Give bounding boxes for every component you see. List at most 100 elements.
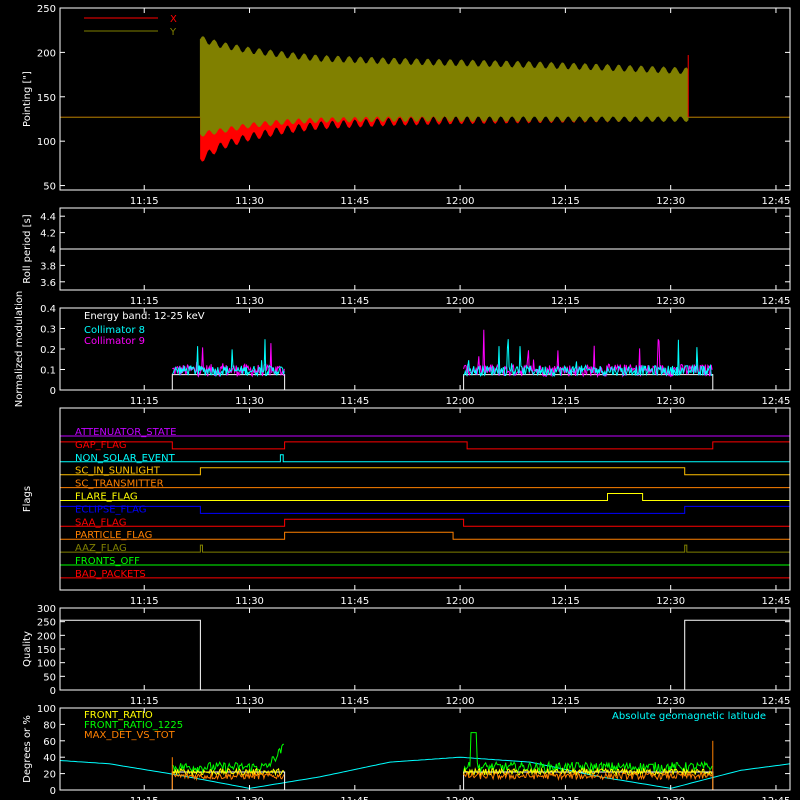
x-tick-label: 11:15: [130, 296, 159, 307]
y-tick-label: 0.1: [40, 366, 56, 377]
x-tick-label: 12:30: [656, 596, 685, 607]
modulation-window: [171, 374, 286, 390]
x-tick-label: 12:00: [446, 696, 475, 707]
flag-label: SC_IN_SUNLIGHT: [75, 466, 161, 477]
modulation-series-collimator-9: [463, 329, 713, 379]
x-tick-label: 12:00: [446, 296, 475, 307]
x-tick-label: 12:15: [551, 296, 580, 307]
y-tick-label: 3.8: [40, 261, 56, 272]
x-tick-label: 12:45: [762, 396, 791, 407]
latitude-annotation: Absolute geomagnetic latitude: [612, 711, 766, 722]
x-tick-label: 12:30: [656, 296, 685, 307]
y-tick-label: 150: [37, 645, 56, 656]
y-axis-label: Degrees or %: [22, 715, 33, 783]
x-tick-label: 11:30: [235, 396, 264, 407]
legend-label: FRONT_RATIO_1225: [84, 720, 183, 731]
x-tick-label: 12:30: [656, 396, 685, 407]
flag-line-saa-flag: [60, 518, 790, 527]
x-tick-label: 12:45: [762, 596, 791, 607]
y-tick-label: 300: [37, 604, 56, 615]
x-tick-label: 11:45: [340, 796, 369, 800]
x-tick-label: 11:45: [340, 196, 369, 207]
x-tick-label: 12:30: [656, 796, 685, 800]
y-tick-label: 20: [43, 770, 56, 781]
x-tick-label: 11:45: [340, 396, 369, 407]
series-front-ratio-1225: [171, 743, 284, 774]
x-tick-label: 12:30: [656, 696, 685, 707]
y-axis-label: Quality: [22, 631, 33, 667]
y-tick-label: 60: [43, 737, 56, 748]
y-tick-label: 80: [43, 720, 56, 731]
x-tick-label: 12:30: [656, 196, 685, 207]
series-area-Y: [200, 36, 689, 137]
flag-line-particle-flag: [60, 531, 790, 540]
y-axis-label: Pointing ["]: [22, 71, 33, 127]
y-tick-label: 0.2: [40, 345, 56, 356]
y-tick-label: 250: [37, 618, 56, 629]
y-axis-label: Normalized modulation: [14, 291, 25, 408]
flag-line-gap-flag: [60, 441, 790, 450]
modulation-legend-title: Energy band: 12-25 keV: [84, 311, 205, 322]
modulation-series-collimator-8: [463, 339, 713, 378]
y-tick-label: 0: [50, 786, 56, 797]
x-tick-label: 12:45: [762, 796, 791, 800]
legend-label: X: [170, 14, 177, 25]
flag-line-sc-in-sunlight: [60, 467, 790, 476]
legend-label: FRONT_RATIO: [84, 710, 153, 721]
modulation-window: [463, 374, 714, 390]
y-tick-label: 100: [37, 137, 56, 148]
x-tick-label: 12:15: [551, 196, 580, 207]
y-tick-label: 0: [50, 386, 56, 397]
legend-label: Collimator 9: [84, 336, 145, 347]
flag-label: AAZ_FLAG: [75, 543, 127, 554]
x-tick-label: 11:30: [235, 296, 264, 307]
flag-label: GAP_FLAG: [75, 440, 127, 451]
series-max-det-vs-tot: [463, 771, 713, 782]
x-tick-label: 11:45: [340, 296, 369, 307]
x-tick-label: 11:45: [340, 696, 369, 707]
flag-label: SAA_FLAG: [75, 517, 126, 528]
flag-label: FLARE_FLAG: [75, 492, 138, 503]
y-tick-label: 40: [43, 753, 56, 764]
flag-label: ATTENUATOR_STATE: [75, 427, 176, 438]
modulation-series-collimator-8: [172, 339, 285, 378]
y-tick-label: 150: [37, 93, 56, 104]
y-tick-label: 4.2: [40, 229, 56, 240]
x-tick-label: 11:15: [130, 196, 159, 207]
y-tick-label: 50: [43, 672, 56, 683]
y-tick-label: 250: [37, 4, 56, 15]
x-tick-label: 11:15: [130, 596, 159, 607]
flag-label: FRONTS_OFF: [75, 556, 140, 567]
y-tick-label: 3.6: [40, 278, 56, 289]
x-tick-label: 11:30: [235, 596, 264, 607]
flag-line-eclipse-flag: [60, 505, 790, 514]
panel-frame-flags: [59, 407, 791, 591]
y-tick-label: 0: [50, 686, 56, 697]
flag-line-aaz-flag: [60, 544, 790, 553]
series-max-det-vs-tot: [172, 771, 285, 782]
y-tick-label: 50: [43, 182, 56, 193]
y-axis-label: Roll period [s]: [22, 214, 33, 283]
x-tick-label: 12:00: [446, 796, 475, 800]
panel-frame-pointing: [59, 7, 791, 191]
x-tick-label: 11:30: [235, 796, 264, 800]
y-tick-label: 100: [37, 659, 56, 670]
x-tick-label: 12:15: [551, 696, 580, 707]
x-tick-label: 12:45: [762, 196, 791, 207]
y-tick-label: 0.4: [40, 304, 56, 315]
legend-label: MAX_DET_VS_TOT: [84, 730, 176, 741]
x-tick-label: 11:15: [130, 696, 159, 707]
flag-label: PARTICLE_FLAG: [75, 530, 152, 541]
y-tick-label: 4: [50, 245, 56, 256]
flag-line-non-solar-event: [60, 454, 790, 463]
series-front-ratio: [171, 767, 285, 778]
y-tick-label: 100: [37, 704, 56, 715]
y-axis-label: Flags: [22, 486, 33, 512]
x-tick-label: 11:15: [130, 396, 159, 407]
flag-label: BAD_PACKETS: [75, 569, 146, 580]
latitude-line: [59, 756, 791, 789]
legend-label: Y: [169, 27, 177, 38]
flag-label: NON_SOLAR_EVENT: [75, 453, 176, 464]
legend-label: Collimator 8: [84, 325, 145, 336]
